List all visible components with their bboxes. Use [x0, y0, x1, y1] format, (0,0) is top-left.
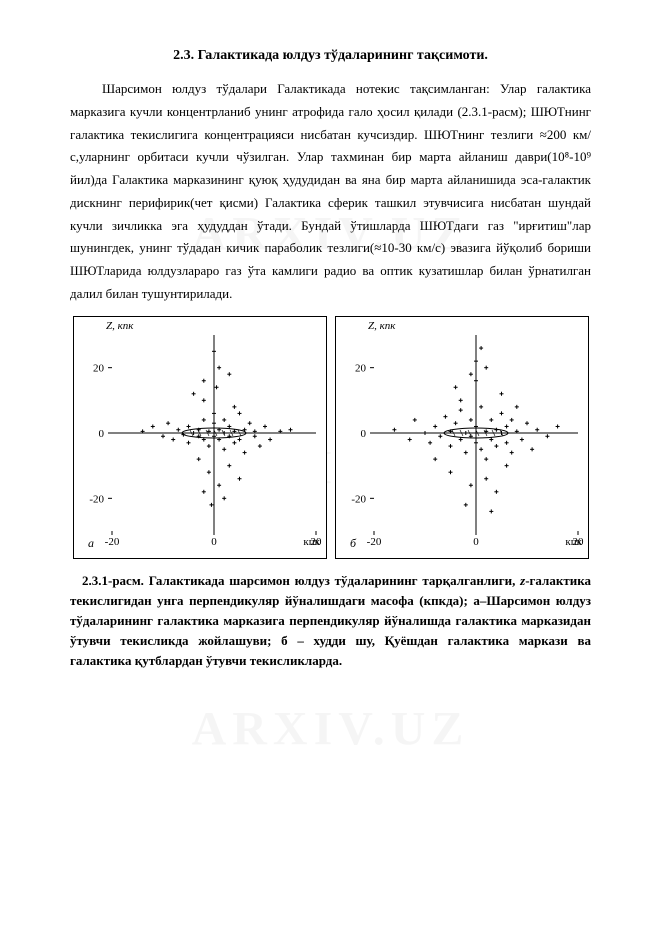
svg-text:0: 0 [98, 428, 104, 440]
scatter-svg-a: Z, кпк-20020-20020кпка [74, 317, 326, 553]
svg-text:-20: -20 [351, 493, 366, 505]
svg-text:0: 0 [360, 428, 366, 440]
svg-text:кпк: кпк [565, 536, 582, 548]
scatter-svg-b: Z, кпк-20020-20020кпкб [336, 317, 588, 553]
svg-text:20: 20 [93, 362, 105, 374]
body-paragraph: Шарсимон юлдуз тўдалари Галактикада ноте… [70, 78, 591, 306]
scatter-panel-b: Z, кпк-20020-20020кпкб [335, 316, 589, 559]
watermark: ARXIV.UZ [192, 702, 470, 757]
svg-text:а: а [88, 536, 94, 550]
figure-row: Z, кпк-20020-20020кпка Z, кпк-20020-2002… [70, 316, 591, 559]
page-content: 2.3. Галактикада юлдуз тўдаларининг тақс… [0, 0, 661, 701]
svg-text:-20: -20 [89, 493, 104, 505]
section-title: 2.3. Галактикада юлдуз тўдаларининг тақс… [70, 48, 591, 64]
scatter-panel-a: Z, кпк-20020-20020кпка [73, 316, 327, 559]
svg-text:-20: -20 [366, 536, 381, 548]
svg-text:-20: -20 [104, 536, 119, 548]
svg-text:0: 0 [473, 536, 479, 548]
svg-text:0: 0 [211, 536, 217, 548]
caption-part1: 2.3.1-расм. Галактикада шарсимон юлдуз т… [82, 573, 520, 588]
svg-text:кпк: кпк [303, 536, 320, 548]
svg-text:Z, кпк: Z, кпк [368, 320, 396, 332]
svg-text:20: 20 [355, 362, 367, 374]
figure-caption: 2.3.1-расм. Галактикада шарсимон юлдуз т… [70, 571, 591, 672]
svg-text:Z, кпк: Z, кпк [106, 320, 134, 332]
svg-text:б: б [350, 536, 357, 550]
